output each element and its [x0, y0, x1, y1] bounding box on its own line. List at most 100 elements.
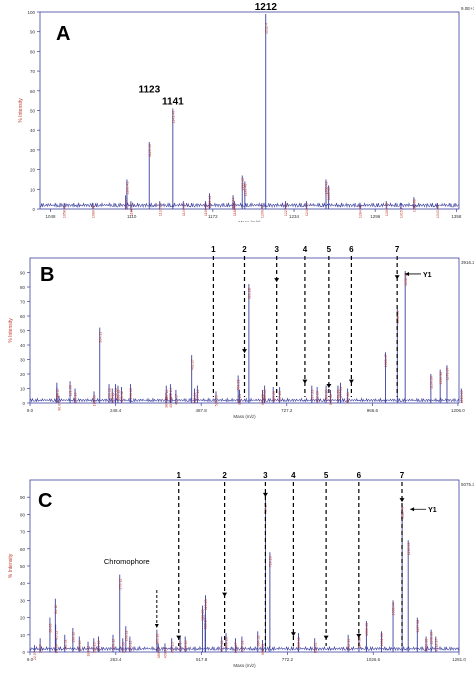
- peak-label: 1112.40: [401, 507, 405, 519]
- y-tick-label: 70: [20, 530, 26, 535]
- peak-label: 198.13: [92, 642, 96, 653]
- x-tick-label: 1281.0: [452, 657, 466, 662]
- y-tick-label: 60: [20, 547, 26, 552]
- peak-label: 121.06: [69, 385, 73, 396]
- y1-label: Y1: [428, 507, 437, 514]
- y-tick-label: 0: [32, 207, 35, 212]
- intensity-scale-label: 9.0E+3: [461, 6, 474, 11]
- y-tick-label: 70: [20, 300, 26, 305]
- arrow-head: [323, 635, 329, 640]
- peak-label: 461.27: [190, 359, 194, 370]
- y-tick-label: 80: [20, 285, 26, 290]
- arrow-head: [262, 492, 268, 497]
- peak-label: 1315.7: [400, 207, 404, 218]
- y-tick-label: 10: [20, 387, 26, 392]
- y1-arrow-head: [410, 507, 415, 512]
- peak-label: 812.20: [316, 391, 320, 402]
- fragment-number: 3: [274, 245, 279, 254]
- peak-label: 707.29: [278, 391, 282, 402]
- x-tick-label: 1026.6: [366, 657, 380, 662]
- spectrum-c-plot: C 0 10 20 30 40 50 60 70 80 90 9.0 263.4 517.8 772.2 10…: [8, 471, 474, 668]
- peak-label: 1212.4: [264, 23, 268, 34]
- peak-label: 1194.45: [241, 178, 245, 191]
- peak-label: 1141.45: [171, 111, 175, 124]
- peak-label: 84.11: [55, 389, 59, 398]
- y-tick-label: 40: [30, 128, 36, 133]
- peak-label: 684.32: [256, 635, 260, 646]
- plot-frame: [29, 479, 460, 653]
- peak-label: 385.16: [155, 634, 159, 645]
- peak-label: 1198.36: [430, 632, 434, 645]
- panel-letter: A: [56, 23, 70, 45]
- y-tick-label: 20: [20, 372, 26, 377]
- x-tick-label: 1172: [208, 214, 218, 219]
- peak-label: 665.28: [263, 390, 267, 401]
- y-tick-label: 90: [20, 271, 26, 276]
- x-tick-label: 248.4: [110, 408, 122, 413]
- peak-label: 1085.44: [392, 602, 396, 615]
- plot-frame: [39, 11, 460, 210]
- peak-label: 409.15: [164, 647, 168, 658]
- peak-label: 870.35: [337, 390, 341, 401]
- y-tick-label: 100: [27, 10, 35, 15]
- fragment-number: 6: [349, 245, 354, 254]
- peak-label: 469.04: [193, 393, 197, 404]
- peak-label: 1105.42: [124, 197, 128, 210]
- fragment-number: 4: [303, 245, 308, 254]
- x-axis-label: Mass (m/z): [238, 220, 261, 222]
- peak-label: 805.31: [297, 637, 301, 648]
- x-tick-label: 1048: [45, 214, 56, 219]
- peak-label: 68.09: [49, 624, 53, 633]
- peak-label: 595.21: [238, 394, 242, 405]
- peak-label: 454.17: [179, 641, 183, 652]
- peak-label: 290.13: [129, 388, 133, 399]
- peak-label: 188.06: [93, 395, 97, 406]
- peak-label: 1130.33: [407, 542, 411, 555]
- peak-label: 1106.41: [126, 182, 130, 195]
- peak-label: 1325.56: [413, 199, 417, 212]
- peak-label: 305.12: [128, 641, 132, 652]
- peak-label: 591.21: [237, 379, 241, 390]
- peak-label: 1006.43: [365, 623, 369, 636]
- fragment-number: 2: [242, 245, 247, 254]
- peak-label: 720.26: [268, 556, 272, 567]
- y-tick-label: 40: [20, 581, 26, 586]
- fragment-number: 5: [324, 471, 329, 480]
- spectrum-b-plot: B 0 10 20 30 40 50 60 70 80 90 9.0 248.4 487.8 727.2 96…: [8, 245, 474, 419]
- fragment-number: 1: [211, 245, 216, 254]
- baseline-trace: [39, 202, 460, 209]
- x-tick-label: 1296: [370, 214, 381, 219]
- peak-label: 22.07: [33, 651, 37, 660]
- y1-label: Y1: [423, 272, 432, 279]
- arrow-head: [242, 349, 247, 354]
- peak-label: 112.11: [63, 639, 67, 649]
- y-tick-label: 60: [20, 314, 26, 319]
- peak-label: 1058.44: [63, 205, 67, 218]
- peak-label: 1196.45: [243, 184, 247, 197]
- peak-label: 275.12: [118, 579, 122, 590]
- y-axis-label: % Intensity: [8, 553, 14, 578]
- fragment-number: 2: [222, 471, 227, 480]
- y-tick-label: 20: [30, 168, 36, 173]
- x-tick-label: 517.8: [196, 657, 208, 662]
- peak-label: 1156.36: [439, 372, 443, 385]
- x-tick-label: 263.4: [110, 657, 122, 662]
- peak-callout: 1212: [255, 2, 278, 13]
- peak-label: 1109.42: [129, 203, 133, 216]
- peak-callout: 1123: [138, 85, 160, 96]
- y-tick-label: 50: [20, 564, 26, 569]
- arrow-head: [399, 498, 405, 503]
- y-tick-label: 90: [20, 495, 26, 500]
- arrow-head: [302, 379, 308, 384]
- peak-label: 797.29: [310, 390, 314, 401]
- peak-label: 86.09: [55, 644, 59, 653]
- peak-label: 1187.44: [232, 197, 236, 210]
- arrow-head: [356, 633, 362, 638]
- y-tick-label: 30: [30, 148, 36, 153]
- peak-label: 239.12: [111, 393, 115, 404]
- peak-label: 520.25: [201, 610, 205, 621]
- peak-label: 90.07: [58, 402, 62, 411]
- peak-label: 577.22: [220, 641, 224, 652]
- peak-label: 952.35: [347, 639, 351, 650]
- chromophore-label: Chromophore: [104, 557, 150, 566]
